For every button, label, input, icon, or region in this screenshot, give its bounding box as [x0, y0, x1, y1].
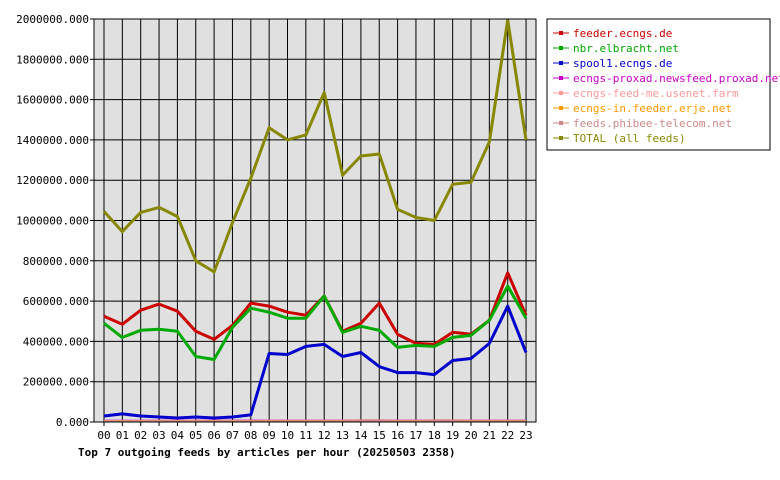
x-tick-label: 16	[391, 429, 404, 442]
legend-label: spool1.ecngs.de	[573, 57, 672, 70]
x-tick-label: 02	[134, 429, 147, 442]
legend-label: ecngs-feed-me.usenet.farm	[573, 87, 739, 100]
y-tick-label: 1400000.000	[16, 134, 89, 147]
y-tick-label: 1200000.000	[16, 174, 89, 187]
legend: feeder.ecngs.de nbr.elbracht.net spool1.ec…	[546, 18, 780, 151]
x-tick-label: 18	[428, 429, 441, 442]
legend-marker	[559, 61, 563, 65]
y-tick-label: 1000000.000	[16, 215, 89, 228]
legend-label: nbr.elbracht.net	[573, 42, 679, 55]
x-tick-label: 13	[336, 429, 349, 442]
x-tick-label: 00	[97, 429, 110, 442]
x-tick-label: 11	[299, 429, 312, 442]
x-tick-label: 04	[171, 429, 185, 442]
x-tick-label: 07	[226, 429, 239, 442]
x-tick-label: 23	[519, 429, 532, 442]
y-tick-label: 800000.000	[23, 255, 89, 268]
legend-label: feeder.ecngs.de	[573, 27, 672, 40]
x-tick-label: 05	[189, 429, 202, 442]
legend-marker	[559, 121, 563, 125]
x-tick-label: 22	[501, 429, 514, 442]
legend-label: ecngs-proxad.newsfeed.proxad.net	[573, 72, 780, 85]
legend-marker	[559, 31, 563, 35]
legend-label: TOTAL (all feeds)	[573, 132, 686, 145]
chart-title: Top 7 outgoing feeds by articles per hou…	[78, 446, 456, 459]
x-tick-label: 14	[354, 429, 368, 442]
legend-marker	[559, 91, 563, 95]
series-lines	[102, 18, 528, 423]
x-tick-label: 17	[409, 429, 422, 442]
legend-label: ecngs-in.feeder.erje.net	[573, 102, 732, 115]
x-tick-label: 15	[373, 429, 386, 442]
y-tick-label: 600000.000	[23, 295, 89, 308]
y-tick-label: 200000.000	[23, 376, 89, 389]
x-axis-ticks: 00 01 02 03 04 05 06 07 08 09 10 11 12 13 14 15 16 17 18 19…	[97, 422, 533, 442]
x-tick-label: 10	[281, 429, 294, 442]
legend-label: feeds.phibee-telecom.net	[573, 117, 732, 130]
y-tick-label: 0.000	[56, 416, 89, 429]
legend-marker	[559, 106, 563, 110]
series-line-2	[103, 284, 528, 361]
x-tick-label: 06	[207, 429, 220, 442]
x-tick-label: 01	[116, 429, 129, 442]
series-line-8	[102, 18, 528, 274]
legend-box	[546, 18, 771, 151]
y-tick-label: 1600000.000	[16, 94, 89, 107]
legend-marker	[559, 76, 563, 80]
x-tick-label: 19	[446, 429, 459, 442]
x-tick-label: 21	[483, 429, 496, 442]
x-tick-label: 09	[263, 429, 276, 442]
x-tick-label: 08	[244, 429, 257, 442]
y-axis-ticks: 0.000 200000.000 400000.000 600000.000 80000…	[16, 13, 94, 429]
y-tick-label: 400000.000	[23, 335, 89, 348]
plot-frame	[93, 18, 537, 423]
y-tick-label: 2000000.000	[16, 13, 89, 26]
legend-marker	[559, 136, 563, 140]
x-tick-label: 12	[318, 429, 331, 442]
x-tick-label: 03	[152, 429, 165, 442]
x-tick-label: 20	[464, 429, 477, 442]
series-line-3	[103, 304, 528, 420]
y-tick-label: 1800000.000	[16, 53, 89, 66]
legend-marker	[559, 46, 563, 50]
